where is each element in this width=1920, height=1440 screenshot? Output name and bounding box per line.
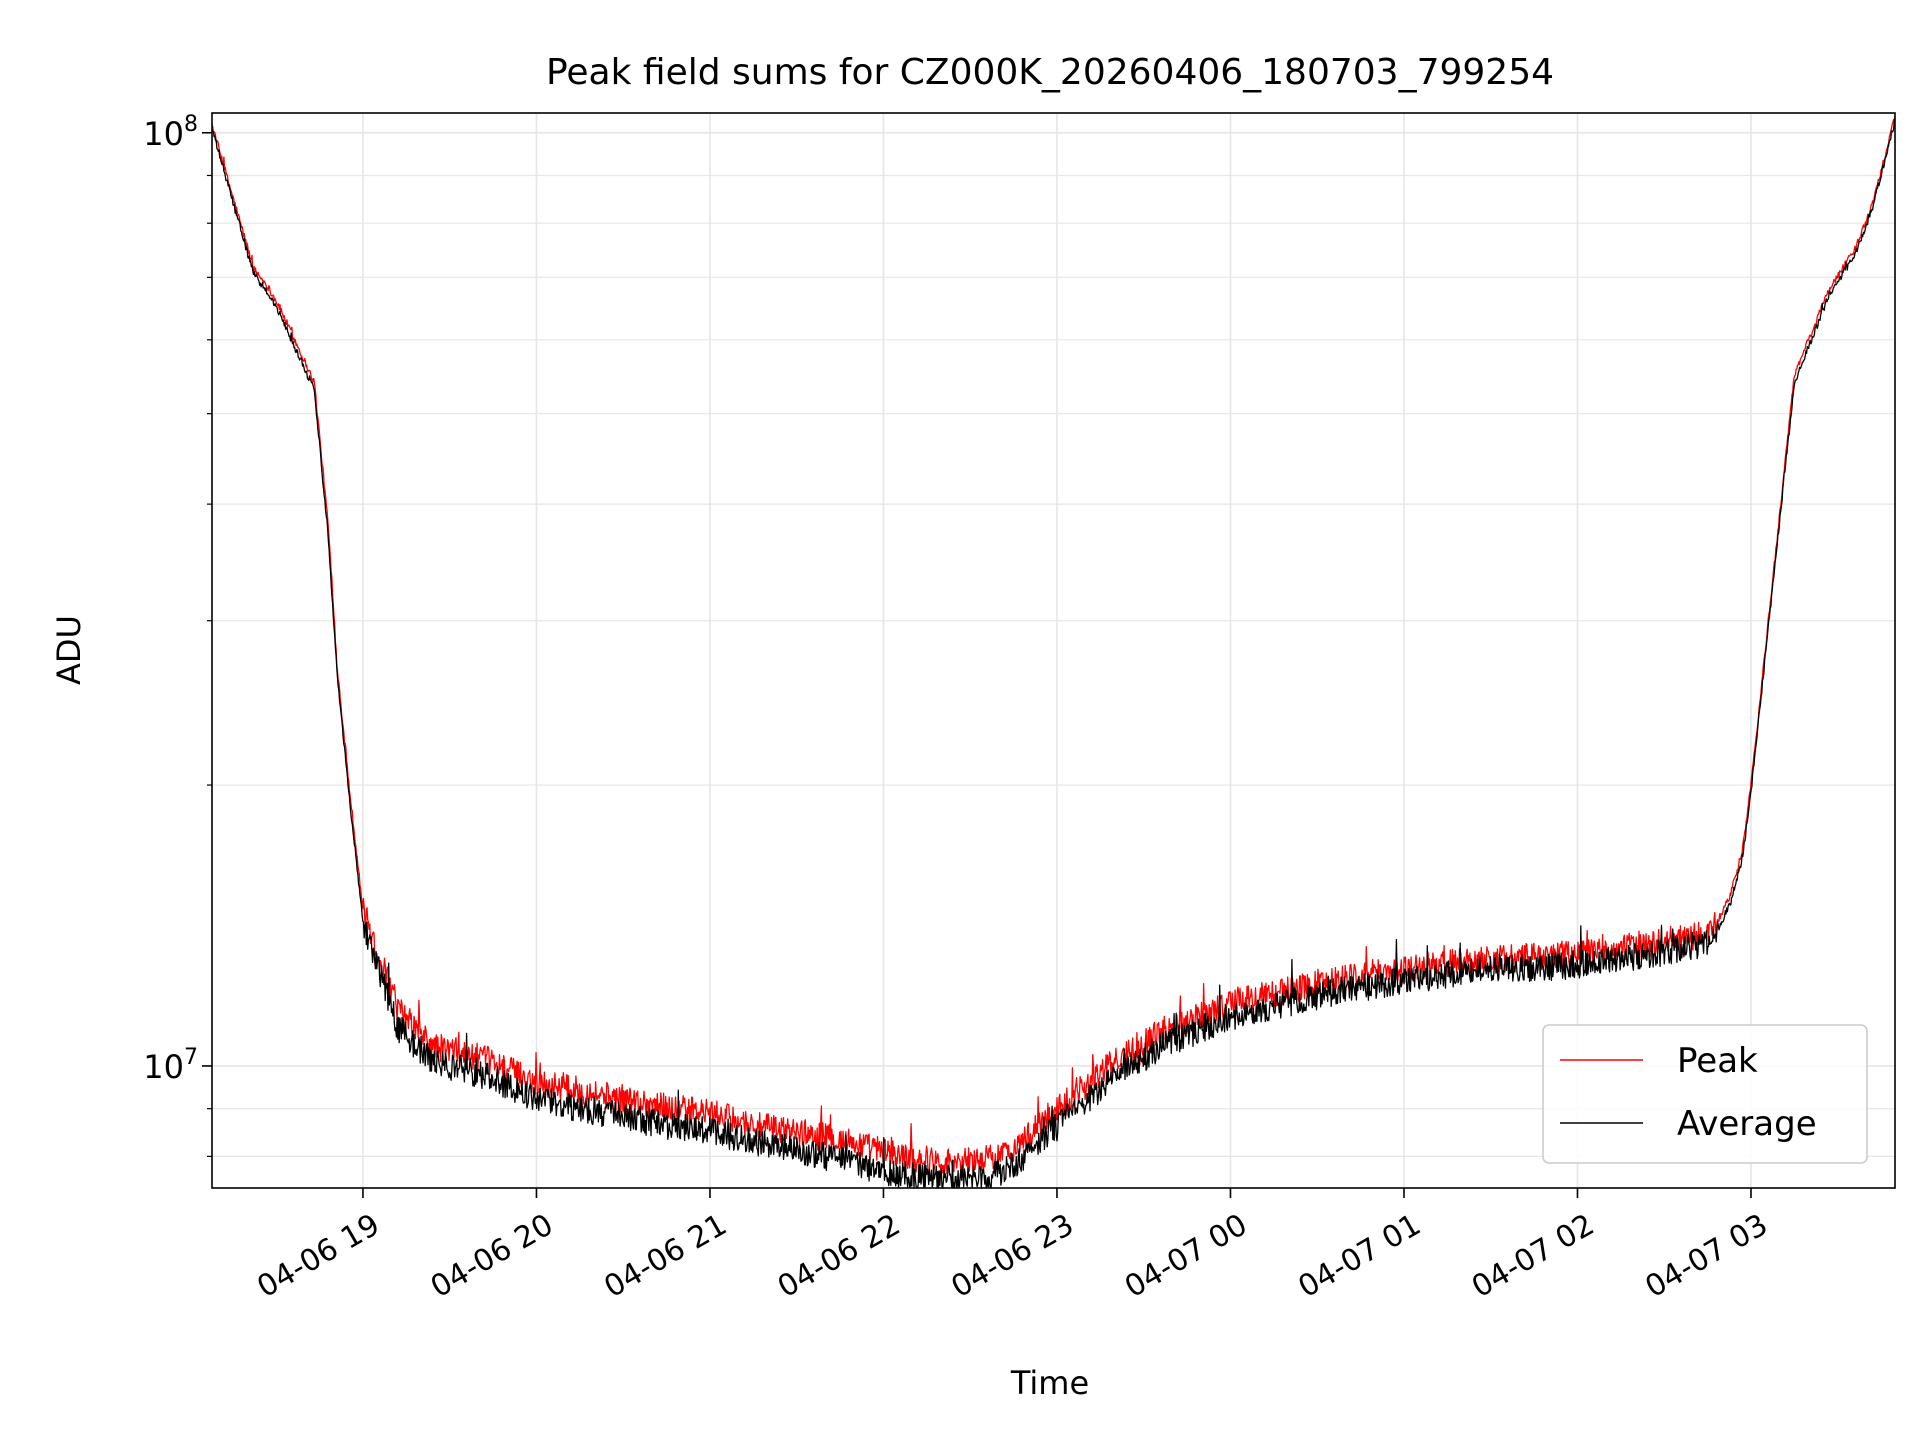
x-axis-label: Time <box>1010 1364 1089 1402</box>
y-tick-base: 10 <box>143 1048 184 1086</box>
legend-label-average: Average <box>1677 1104 1817 1144</box>
y-tick-exponent: 7 <box>184 1045 198 1070</box>
series-line-average <box>211 120 1896 1189</box>
y-tick-label: 107 <box>143 1045 198 1086</box>
y-tick-label: 108 <box>143 112 198 153</box>
y-axis-label: ADU <box>50 615 88 685</box>
grid <box>212 113 1895 1188</box>
chart-title: Peak field sums for CZ000K_20260406_1807… <box>546 52 1554 93</box>
series-layer <box>211 115 1896 1189</box>
y-tick-exponent: 8 <box>184 112 198 137</box>
legend: Peak Average <box>1542 1024 1868 1164</box>
y-tick-base: 10 <box>143 115 184 153</box>
legend-label-peak: Peak <box>1677 1041 1758 1081</box>
plot-frame <box>211 112 1896 1189</box>
